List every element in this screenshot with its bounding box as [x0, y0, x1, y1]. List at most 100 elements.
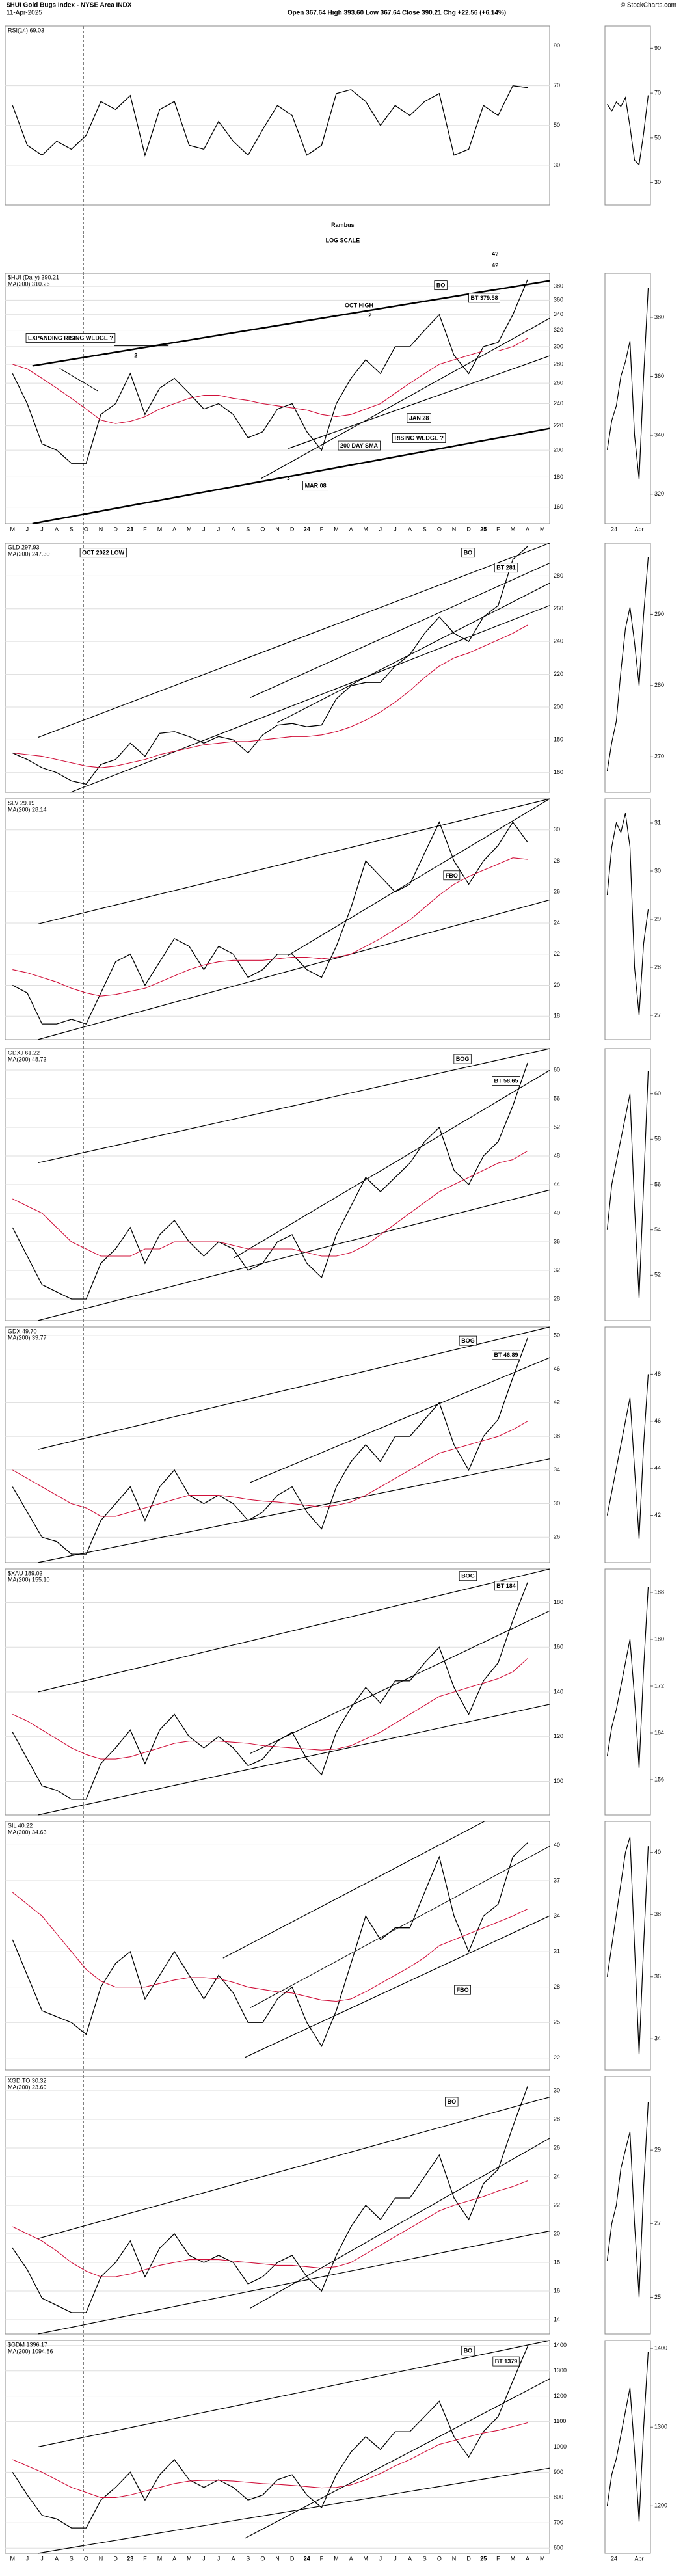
x-tick-label: M [363, 526, 368, 532]
x-tick-label: M [187, 526, 192, 532]
side-line [606, 1071, 649, 1298]
trendline [38, 1048, 550, 1164]
ma-line [12, 1421, 528, 1517]
trendline [245, 2378, 550, 2539]
side-tick-label: 46 [654, 1417, 661, 1424]
trendline [288, 798, 550, 956]
side-tick-label: 380 [654, 314, 664, 320]
price-line [12, 279, 528, 464]
side-line [606, 557, 649, 771]
annotation: BO [464, 2348, 473, 2354]
side-tick-label: 270 [654, 753, 664, 760]
x-tick-label: D [466, 526, 471, 532]
side-tick-label: 25 [654, 2294, 661, 2300]
trendline [38, 1458, 550, 1563]
y-tick-label: 30 [554, 161, 560, 168]
y-tick-label: 18 [554, 2259, 560, 2265]
header-date: 11-Apr-2025 [7, 10, 42, 17]
header-credit: © StockCharts.com [621, 2, 676, 9]
x-tick-label: M [157, 2555, 163, 2562]
y-tick-label: 56 [554, 1095, 560, 1101]
trendline [261, 317, 550, 479]
x-tick-label: N [275, 2555, 280, 2562]
annotation-box [434, 280, 448, 291]
x-tick-label: A [408, 2555, 412, 2562]
x-tick-label: M [10, 526, 16, 532]
side-tick-label: 320 [654, 490, 664, 497]
y-tick-label: 42 [554, 1399, 560, 1406]
annotation-box [459, 1335, 477, 1346]
price-line [12, 2346, 528, 2529]
x-tick-label: J [217, 2555, 221, 2562]
annotation: BOG [456, 1056, 470, 1062]
x-tick-label: O [260, 2555, 265, 2562]
annotation-box [492, 2356, 520, 2367]
side-tick-label: 360 [654, 373, 664, 379]
trendline [38, 1568, 550, 1693]
legend-label: MA(200) 155.10 [8, 1576, 50, 1583]
x-tick-label: 23 [127, 526, 133, 532]
x-tick-label: 25 [480, 2555, 487, 2562]
side-line [606, 288, 649, 480]
side-tick-label: 28 [654, 963, 661, 970]
x-tick-label: D [113, 2555, 118, 2562]
annotation: 4? [492, 251, 499, 258]
legend-label: MA(200) 1094.86 [8, 2348, 53, 2354]
legend-label: SLV 29.19 [8, 799, 34, 806]
annotation: FBO [457, 1987, 469, 1993]
trendline [38, 899, 550, 1040]
x-tick-label: 24 [304, 2555, 310, 2562]
trendline [277, 582, 550, 723]
y-tick-label: 22 [554, 2054, 560, 2061]
y-tick-label: 48 [554, 1152, 560, 1159]
side-line [606, 2351, 649, 2522]
trendline [38, 2467, 550, 2554]
annotation: Rambus [331, 222, 355, 228]
y-tick-label: 240 [554, 400, 563, 407]
side-tick-label: 40 [654, 1849, 661, 1855]
x-tick-label: J [26, 2555, 29, 2562]
annotation-box [338, 440, 381, 451]
panel-frame [5, 798, 550, 1040]
side-frame [604, 2340, 651, 2554]
y-tick-label: 24 [554, 919, 560, 926]
annotation-box [25, 333, 116, 343]
ma-line [12, 2422, 528, 2498]
legend-label: $HUI (Daily) 390.21 [8, 274, 59, 280]
trendline [38, 543, 550, 738]
side-tick-label: 44 [654, 1465, 661, 1471]
header-ohlc: Open 367.64 High 393.60 Low 367.64 Close… [288, 10, 506, 17]
side-tick-label: 1400 [654, 2344, 667, 2351]
y-tick-label: 1000 [554, 2443, 567, 2450]
trendline [38, 2097, 550, 2240]
annotation: BT 184 [496, 1583, 516, 1589]
trendline [250, 1357, 550, 1483]
y-tick-label: 18 [554, 1013, 560, 1019]
ma-line [12, 624, 528, 768]
y-tick-label: 36 [554, 1238, 560, 1244]
side-x-label: 24 [611, 2555, 617, 2562]
side-tick-label: 29 [654, 2147, 661, 2153]
x-tick-label: J [40, 526, 44, 532]
side-line [607, 95, 649, 166]
y-tick-label: 34 [554, 1912, 560, 1919]
legend-label: MA(200) 28.14 [8, 806, 47, 812]
price-line [12, 1842, 528, 2048]
annotation: BT 281 [496, 565, 516, 571]
y-tick-label: 28 [554, 857, 560, 864]
y-tick-label: 37 [554, 1877, 560, 1883]
side-frame [604, 1326, 651, 1563]
x-tick-label: M [334, 2555, 339, 2562]
side-frame [604, 2076, 651, 2335]
annotation-box [492, 1350, 520, 1360]
x-tick-label: J [379, 2555, 382, 2562]
y-tick-label: 70 [554, 82, 560, 88]
x-tick-label: A [526, 2555, 529, 2562]
annotation: 4? [492, 262, 499, 269]
annotation: BT 58.65 [494, 1078, 518, 1084]
trendline [245, 1915, 550, 2058]
ma-line [12, 857, 528, 997]
y-tick-label: 50 [554, 1332, 560, 1338]
